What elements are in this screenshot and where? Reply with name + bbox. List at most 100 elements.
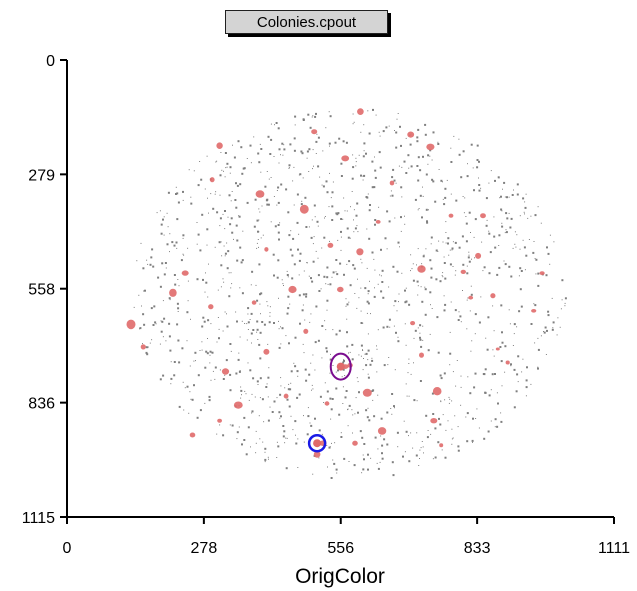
data-point: [468, 254, 470, 256]
data-point: [394, 300, 397, 303]
data-point: [259, 143, 261, 145]
data-point: [525, 254, 528, 257]
data-point: [340, 249, 342, 251]
data-point: [230, 200, 232, 202]
data-point: [395, 182, 397, 184]
data-point: [287, 307, 290, 310]
data-point: [318, 290, 321, 292]
data-point: [197, 233, 200, 236]
data-point: [325, 329, 327, 331]
data-point: [354, 413, 356, 415]
data-point: [195, 360, 196, 362]
data-point: [238, 370, 241, 373]
data-point: [377, 448, 379, 450]
data-point: [564, 297, 567, 300]
colony-point: [327, 242, 334, 248]
data-point: [139, 327, 142, 330]
data-point: [367, 290, 370, 293]
data-point: [294, 124, 296, 126]
data-point: [470, 350, 472, 352]
data-point: [174, 283, 177, 286]
data-point: [176, 218, 179, 221]
data-point: [444, 399, 446, 401]
data-point: [206, 352, 209, 355]
data-point: [317, 165, 320, 168]
data-point: [478, 177, 479, 179]
data-point: [355, 214, 358, 217]
data-point: [373, 415, 376, 418]
selection-ring[interactable]: [307, 433, 327, 453]
data-point: [392, 265, 395, 268]
data-point: [160, 320, 162, 322]
colony-point: [208, 304, 214, 310]
data-point: [352, 166, 355, 169]
data-point: [190, 318, 191, 320]
data-point: [374, 176, 377, 179]
data-point: [182, 381, 184, 383]
data-point: [178, 285, 180, 287]
data-point: [285, 437, 287, 439]
data-point: [508, 196, 510, 198]
data-point: [437, 141, 439, 143]
data-point: [296, 370, 299, 373]
data-point: [363, 150, 365, 152]
data-point: [511, 194, 514, 196]
data-point: [251, 412, 253, 414]
data-point: [364, 287, 367, 290]
colony-point: [181, 270, 189, 276]
data-point: [367, 359, 369, 361]
data-point: [424, 313, 427, 316]
data-point: [162, 218, 164, 221]
data-point: [488, 230, 490, 232]
data-point: [362, 369, 364, 371]
data-point: [407, 372, 409, 374]
data-point: [311, 389, 312, 391]
data-point: [329, 358, 332, 361]
data-point: [354, 293, 356, 294]
data-point: [171, 241, 174, 244]
data-point: [188, 169, 190, 171]
data-point: [356, 377, 358, 379]
data-point: [405, 137, 407, 139]
data-point: [277, 259, 280, 262]
data-point: [205, 272, 206, 274]
data-point: [453, 135, 455, 137]
data-point: [325, 347, 328, 350]
data-point: [490, 389, 492, 391]
data-point: [151, 339, 153, 341]
data-point: [474, 257, 475, 259]
data-point: [377, 467, 380, 470]
data-point: [169, 299, 171, 301]
selection-ring[interactable]: [329, 352, 352, 381]
data-point: [430, 304, 431, 306]
data-point: [490, 420, 492, 422]
data-point: [278, 238, 280, 241]
data-point: [214, 378, 216, 380]
data-point: [285, 467, 288, 470]
data-point: [413, 337, 415, 339]
data-point: [189, 365, 191, 367]
data-point: [439, 423, 442, 426]
data-point: [264, 451, 266, 453]
data-point: [501, 225, 504, 228]
colony-point: [263, 348, 270, 355]
data-point: [345, 298, 347, 300]
small-points-layer: [133, 108, 567, 479]
data-point: [309, 126, 312, 129]
data-point: [500, 420, 503, 423]
data-point: [446, 179, 448, 181]
data-point: [196, 416, 199, 419]
data-point: [196, 243, 198, 245]
data-point: [378, 206, 380, 208]
data-point: [343, 273, 345, 276]
data-point: [424, 288, 427, 291]
data-point: [379, 135, 381, 137]
data-point: [259, 211, 261, 213]
data-point: [319, 176, 321, 178]
data-point: [537, 348, 540, 351]
data-point: [352, 432, 353, 434]
data-point: [326, 276, 329, 279]
data-point: [325, 127, 327, 129]
data-point: [255, 452, 257, 454]
data-point: [449, 352, 452, 355]
